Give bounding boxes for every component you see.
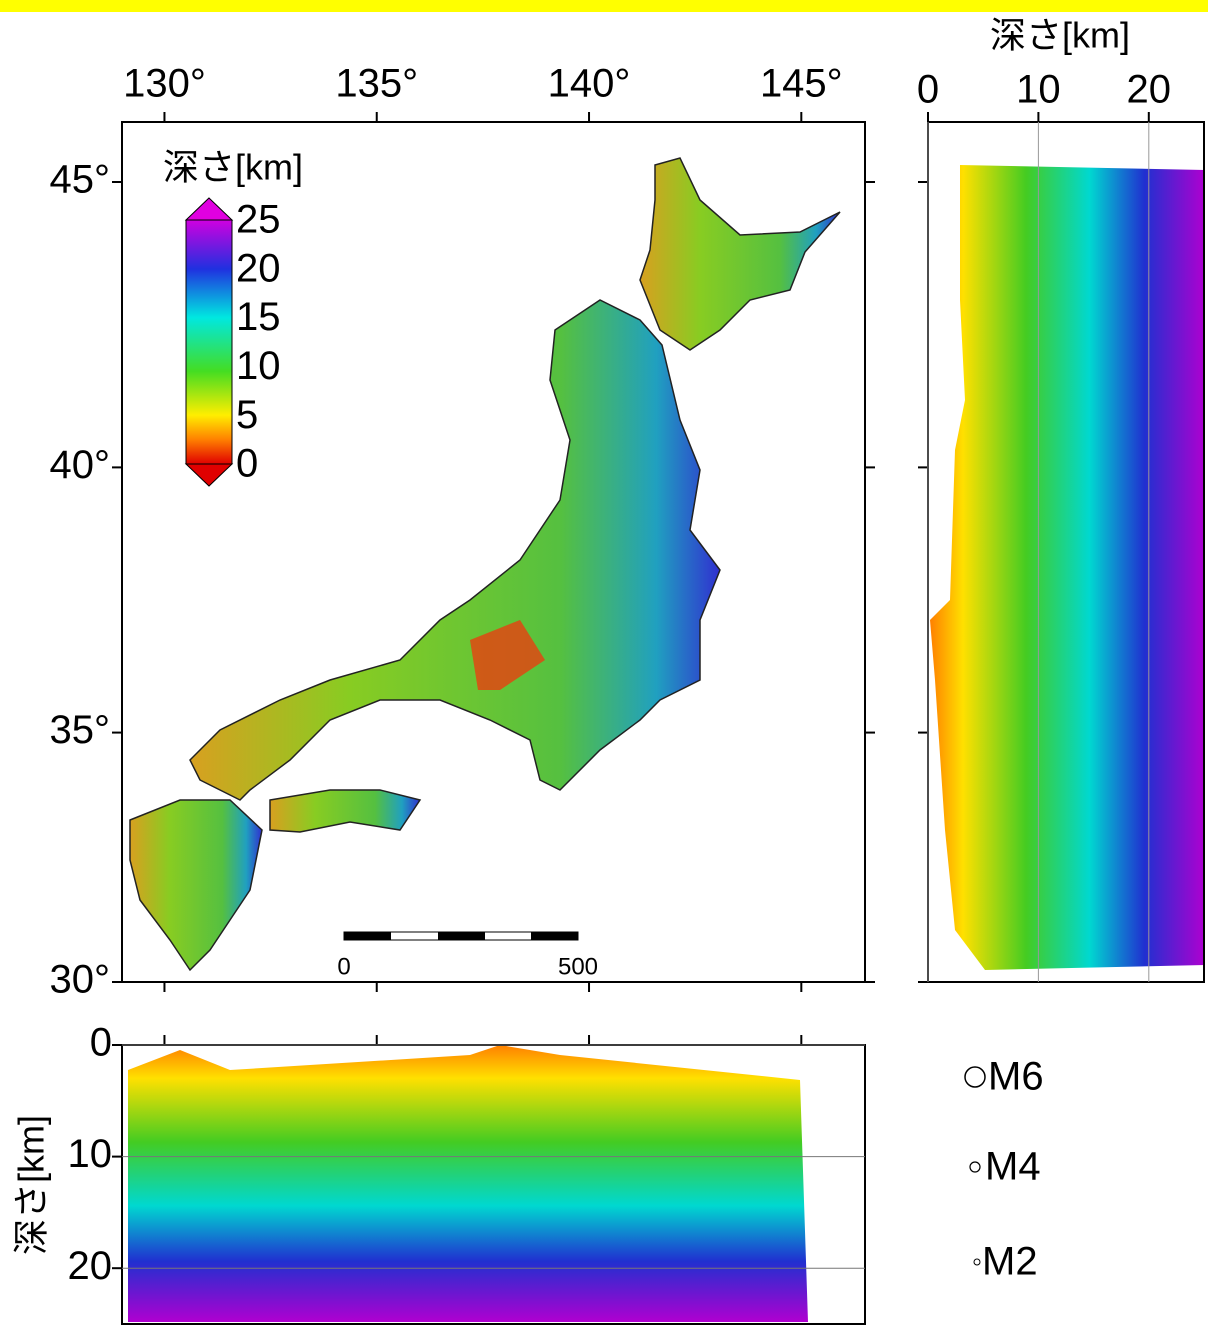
colorbar-title: 深さ[km] <box>163 147 303 188</box>
map-frame <box>121 121 866 983</box>
depth-tick-label: 10 <box>68 1132 113 1176</box>
lat-tick-label: 35° <box>50 708 111 752</box>
section-right-title: 深さ[km] <box>990 15 1130 56</box>
colorbar-tick-label: 15 <box>236 295 281 339</box>
colorbar-tick-label: 5 <box>236 393 258 437</box>
legend-label: M2 <box>982 1240 1038 1284</box>
legend-symbol <box>969 1161 981 1173</box>
legend-label: M4 <box>985 1145 1041 1189</box>
lat-tick-label: 45° <box>50 158 111 202</box>
top-band <box>0 0 1208 12</box>
section-bottom-seismicity <box>128 1045 808 1322</box>
lon-tick-label: 135° <box>335 62 418 106</box>
scale-label: 500 <box>558 953 598 980</box>
colorbar-tick-label: 0 <box>236 442 258 486</box>
section-right-seismicity <box>930 165 1205 970</box>
scale-bar <box>343 931 579 941</box>
shallow-cluster <box>470 620 545 690</box>
lat-tick-label: 30° <box>50 958 111 1002</box>
colorbar-bottom <box>184 463 234 487</box>
lon-tick-label: 130° <box>123 62 206 106</box>
legend-symbol <box>973 1258 981 1266</box>
islands <box>129 157 841 972</box>
colorbar-tick-label: 20 <box>236 246 281 290</box>
colorbar <box>185 219 233 465</box>
depth-tick-label: 20 <box>68 1244 113 1288</box>
colorbar-tick-label: 25 <box>236 198 281 242</box>
lon-tick-label: 140° <box>548 62 631 106</box>
depth-tick-label: 20 <box>1127 68 1172 112</box>
legend-symbol <box>964 1066 986 1088</box>
depth-tick-label: 10 <box>1016 68 1061 112</box>
section-bottom-title: 深さ[km] <box>11 1115 52 1255</box>
legend-label: M6 <box>988 1055 1044 1099</box>
scale-label: 0 <box>337 953 350 980</box>
colorbar-tick-label: 10 <box>236 344 281 388</box>
lon-tick-label: 145° <box>760 62 843 106</box>
lat-tick-label: 40° <box>50 443 111 487</box>
depth-tick-label: 0 <box>90 1021 112 1065</box>
colorbar-top <box>184 197 234 221</box>
depth-tick-label: 0 <box>917 68 939 112</box>
